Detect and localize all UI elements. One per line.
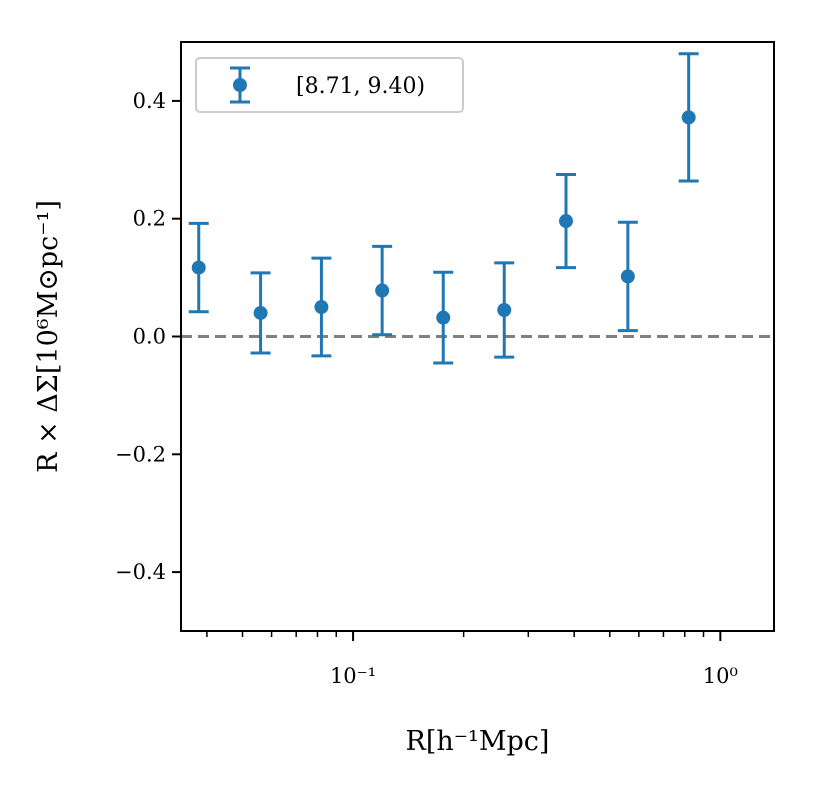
x-axis: 10⁻¹ 10⁰ xyxy=(206,631,738,688)
data-point xyxy=(250,271,271,355)
data-point xyxy=(617,220,638,333)
data-point xyxy=(433,270,454,365)
y-tick-label: 0.0 xyxy=(133,325,166,349)
data-marker xyxy=(375,283,390,298)
legend-box xyxy=(195,57,464,113)
legend-marker xyxy=(230,66,250,104)
y-tick-label: −0.4 xyxy=(115,560,166,584)
x-tick-label: 10⁰ xyxy=(703,664,738,688)
data-marker xyxy=(253,305,268,320)
data-point xyxy=(556,173,577,270)
y-axis-label: R × ΔΣ[10⁶M⊙pc⁻¹] xyxy=(33,200,64,473)
data-marks xyxy=(188,52,699,365)
y-tick-label: 0.2 xyxy=(133,207,166,231)
data-point xyxy=(494,261,515,359)
legend-label: [8.71, 9.40) xyxy=(296,74,425,99)
data-marker xyxy=(191,260,206,275)
data-marker xyxy=(497,302,512,317)
data-point xyxy=(188,221,209,314)
data-marker xyxy=(681,110,696,125)
data-point xyxy=(311,256,332,358)
data-marker xyxy=(314,300,329,315)
legend-dot xyxy=(233,78,247,92)
x-axis-label: R[h⁻¹Mpc] xyxy=(406,726,550,757)
y-tick-label: −0.2 xyxy=(115,442,166,466)
data-point xyxy=(678,52,699,183)
data-marker xyxy=(436,310,451,325)
y-tick-label: 0.4 xyxy=(133,89,166,113)
data-point xyxy=(372,244,393,337)
data-marker xyxy=(559,214,574,229)
legend: [8.71, 9.40) xyxy=(195,57,464,113)
x-tick-label: 10⁻¹ xyxy=(330,664,376,688)
data-marker xyxy=(620,269,635,284)
y-axis: 0.4 0.2 0.0 −0.2 −0.4 xyxy=(115,89,181,584)
